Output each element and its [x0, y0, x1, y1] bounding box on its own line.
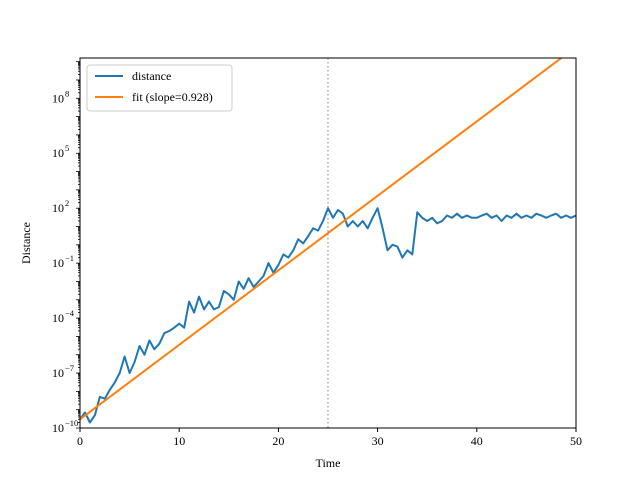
series-line-fit [80, 58, 563, 421]
series-layer [80, 58, 576, 424]
x-tick-label: 50 [570, 434, 582, 448]
y-tick-exponent: −1 [65, 253, 74, 263]
legend: distance fit (slope=0.928) [86, 64, 233, 112]
x-axis-label: Time [316, 456, 341, 470]
y-axis-label: Distance [19, 222, 33, 264]
y-tick-label: 10 [52, 256, 64, 270]
y-tick-exponent: −7 [65, 363, 74, 373]
y-tick-label: 10 [52, 366, 64, 380]
y-tick-label: 10 [52, 311, 64, 325]
y-tick-label: 10 [52, 421, 64, 435]
x-tick-label: 40 [471, 434, 483, 448]
y-tick-label: 10 [52, 146, 64, 160]
y-tick-label: 10 [52, 201, 64, 215]
x-tick-label: 10 [173, 434, 185, 448]
legend-label-fit: fit (slope=0.928) [132, 90, 213, 104]
x-tick-label: 0 [77, 434, 83, 448]
y-tick-exponent: 8 [65, 88, 69, 98]
y-tick-exponent: 2 [65, 198, 69, 208]
x-axis-ticks: 0 10 20 30 40 50 [77, 428, 582, 448]
y-tick-exponent: 5 [65, 143, 69, 153]
y-tick-label: 10 [52, 91, 64, 105]
y-tick-exponent: −4 [65, 308, 75, 318]
series-line-distance [80, 207, 576, 424]
x-tick-label: 20 [272, 434, 284, 448]
legend-box [86, 64, 233, 112]
x-tick-label: 30 [372, 434, 384, 448]
plot-frame [79, 57, 577, 429]
legend-label-distance: distance [132, 69, 171, 83]
y-tick-exponent: −10 [65, 418, 78, 428]
